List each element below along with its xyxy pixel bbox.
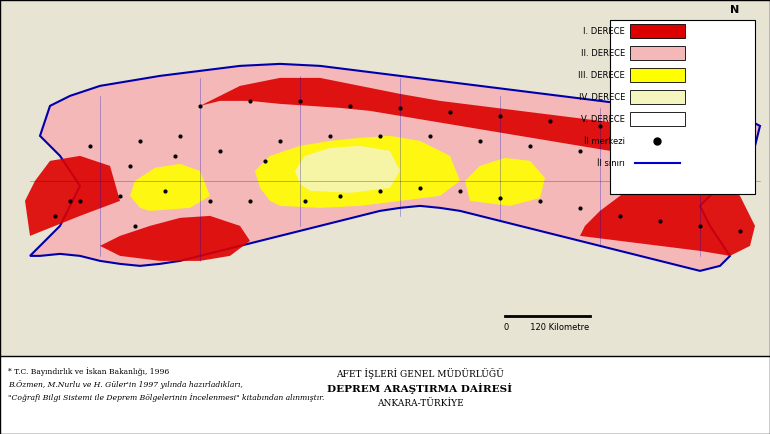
Polygon shape [255,136,460,208]
Text: I. DERECE: I. DERECE [583,26,625,36]
Polygon shape [200,78,755,166]
Polygon shape [30,64,760,271]
Polygon shape [465,158,545,206]
Text: II. DERECE: II. DERECE [581,49,625,57]
Text: B.Özmen, M.Nurlu ve H. Güler'in 1997 yılında hazırladıkları,: B.Özmen, M.Nurlu ve H. Güler'in 1997 yıl… [8,381,243,389]
Bar [630,24,685,38]
Polygon shape [130,164,210,211]
Polygon shape [580,166,755,256]
Text: V. DERECE: V. DERECE [581,115,625,124]
Polygon shape [25,156,120,236]
Text: III. DERECE: III. DERECE [578,70,625,79]
Bar [630,68,685,82]
Text: "Coğrafi Bilgi Sistemi ile Deprem Bölgelerinin İncelenmesi" kitabından alınmıştı: "Coğrafi Bilgi Sistemi ile Deprem Bölgel… [8,394,324,402]
Bar [610,20,755,194]
Text: * T.C. Bayındırlık ve İskan Bakanlığı, 1996: * T.C. Bayındırlık ve İskan Bakanlığı, 1… [8,368,169,376]
Text: 0        120 Kilometre: 0 120 Kilometre [504,323,590,332]
Bar [630,90,685,104]
Polygon shape [100,216,250,261]
Text: AFET İŞLERİ GENEL MÜDÜRLÜĞÜ: AFET İŞLERİ GENEL MÜDÜRLÜĞÜ [336,368,504,379]
Polygon shape [295,146,400,193]
Bar [630,46,685,60]
Bar [630,112,685,126]
Text: İl merkezi: İl merkezi [584,137,625,145]
Text: ANKARA-TÜRKİYE: ANKARA-TÜRKİYE [377,399,464,408]
Text: DEPREM ARAŞTIRMA DAİRESİ: DEPREM ARAŞTIRMA DAİRESİ [327,383,513,395]
Text: IV. DERECE: IV. DERECE [578,92,625,102]
Text: İl sınırı: İl sınırı [597,158,625,168]
Text: N: N [731,5,740,15]
